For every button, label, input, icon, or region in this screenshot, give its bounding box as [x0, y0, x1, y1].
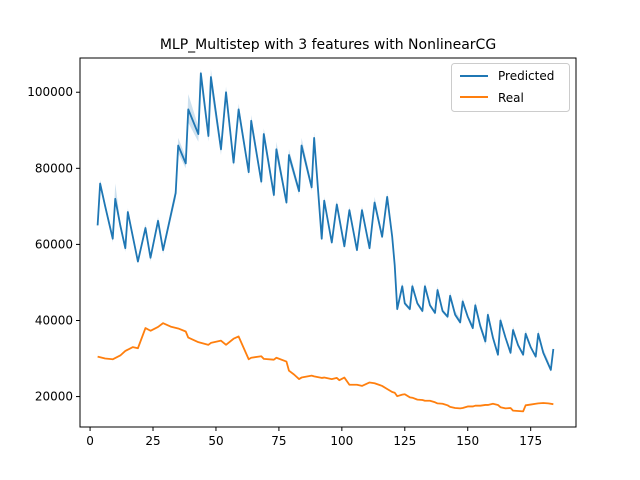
y-tick-label: 80000 — [35, 161, 73, 175]
x-tick-label: 100 — [330, 434, 353, 448]
y-tick-label: 40000 — [35, 313, 73, 327]
x-tick-label: 175 — [519, 434, 542, 448]
x-tick-label: 25 — [145, 434, 160, 448]
x-tick-label: 50 — [208, 434, 223, 448]
plot-area — [96, 69, 555, 413]
legend: Predicted Real — [451, 63, 570, 112]
x-tick-label: 0 — [86, 434, 94, 448]
y-tick-label: 100000 — [27, 85, 73, 99]
axes: 0 25 50 75 100 125 150 175 20000 40000 60000 80000 1… — [27, 57, 577, 448]
series-line-predicted — [96, 72, 555, 371]
x-tick-label: 125 — [393, 434, 416, 448]
chart-title: MLP_Multistep with 3 features with Nonli… — [160, 37, 496, 53]
x-tick-label: 150 — [456, 434, 479, 448]
axes-frame — [79, 57, 577, 428]
x-tick-label: 75 — [271, 434, 286, 448]
series-line-real — [97, 322, 554, 413]
y-tick-label: 20000 — [35, 390, 73, 404]
y-tick-label: 60000 — [35, 237, 73, 251]
legend-label-predicted: Predicted — [498, 69, 554, 83]
legend-label-real: Real — [498, 91, 524, 105]
